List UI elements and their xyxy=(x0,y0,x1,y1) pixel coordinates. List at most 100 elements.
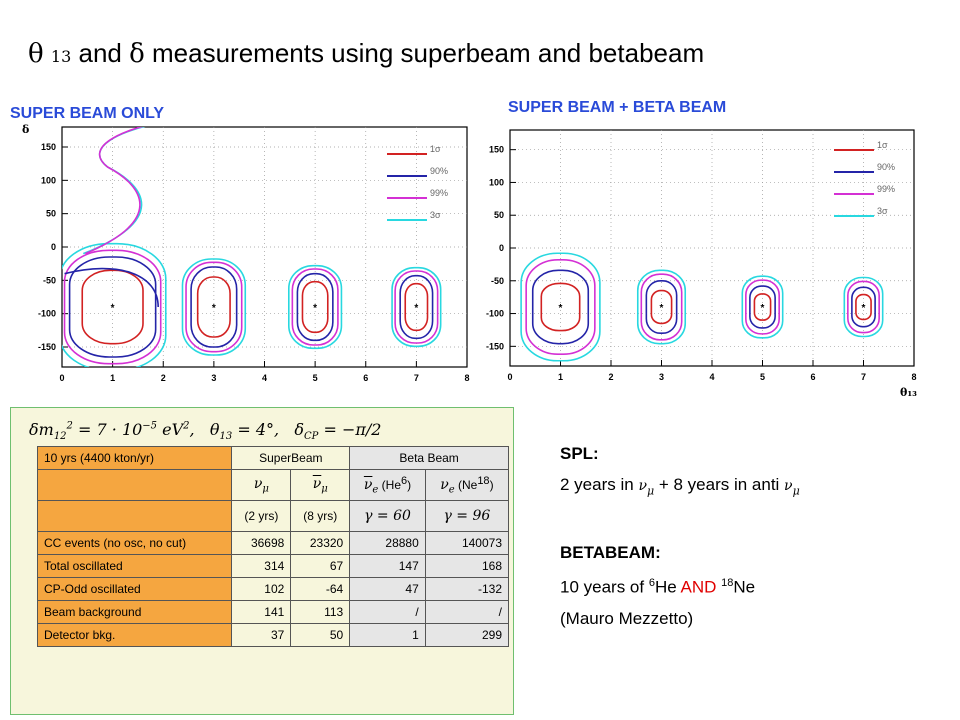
contour-1sigma xyxy=(404,282,429,332)
contour-90pct xyxy=(749,285,776,329)
contour-90pct xyxy=(851,286,876,328)
x-tick-label: 4 xyxy=(709,372,714,382)
row-label: Beam background xyxy=(36,600,233,624)
legend-label: 90% xyxy=(430,166,448,176)
x-tick-label: 0 xyxy=(59,373,64,383)
contour-1sigma xyxy=(196,276,231,338)
header-nubar-mu: νμ xyxy=(290,469,351,501)
true-value-marker: * xyxy=(313,303,317,314)
y-tick-label: -150 xyxy=(486,341,504,351)
contour-1sigma xyxy=(540,282,581,332)
y-tick-label: -100 xyxy=(486,309,504,319)
contour-3sigma xyxy=(62,242,167,367)
table-cell: 140073 xyxy=(424,531,510,555)
contour-90pct xyxy=(190,266,238,348)
table-cell: -132 xyxy=(424,577,510,601)
x-tick-label: 4 xyxy=(262,373,267,383)
table-cell: 102 xyxy=(231,577,292,601)
header-empty-2 xyxy=(36,500,233,532)
x-tick-label: 1 xyxy=(110,373,115,383)
slide-title: θ 13 and δ measurements using superbeam … xyxy=(28,38,704,69)
contour-3sigma xyxy=(636,269,687,345)
table-row: Total oscillated 314 67 147 168 xyxy=(36,554,510,578)
notes-panel: SPL: 2 years in νμ + 8 years in anti νμ … xyxy=(560,438,950,634)
spl-description: 2 years in νμ + 8 years in anti νμ xyxy=(560,475,800,498)
true-value-marker: * xyxy=(761,303,765,314)
y-tick-label: -150 xyxy=(38,342,56,352)
delta-symbol: δ xyxy=(129,39,145,69)
header-8yrs: (8 yrs) xyxy=(290,500,351,532)
table-cell: 28880 xyxy=(349,531,426,555)
legend-label: 1σ xyxy=(877,140,888,150)
y-tick-label: 100 xyxy=(489,177,504,187)
table-cell: 36698 xyxy=(231,531,292,555)
contour-99pct xyxy=(525,259,596,356)
y-tick-label: 150 xyxy=(489,145,504,155)
header-superbeam: SuperBeam xyxy=(231,446,351,470)
contour-3sigma xyxy=(843,276,884,338)
table-row: CP-Odd oscillated 102 -64 47 -132 xyxy=(36,577,510,601)
plot-super-beam-plus-beta-beam: SUPER BEAM + BETA BEAM 0 1 2 3 4 5 6 7 8 150 100 50 0… xyxy=(478,92,956,397)
table-cell: 50 xyxy=(290,623,351,647)
table-cell: 37 xyxy=(231,623,292,647)
table-cell: -64 xyxy=(290,577,351,601)
legend-label: 3σ xyxy=(430,210,441,220)
legend-label: 3σ xyxy=(877,206,888,216)
table-cell: 168 xyxy=(424,554,510,578)
contour-99pct xyxy=(745,279,780,335)
table-cell: 113 xyxy=(290,600,351,624)
theta-symbol: θ xyxy=(28,39,44,69)
row-label: Detector bkg. xyxy=(36,623,233,647)
x-tick-label: 8 xyxy=(464,373,469,383)
contour-1sigma xyxy=(81,269,144,345)
contour-99pct xyxy=(291,268,339,346)
y-tick-label: 100 xyxy=(41,175,56,185)
x-tick-label: 7 xyxy=(414,373,419,383)
contour-1sigma xyxy=(753,293,772,321)
x-axis-label: θ₁₃ xyxy=(900,386,917,397)
contour-band xyxy=(84,127,144,255)
y-tick-label: 50 xyxy=(494,210,504,220)
table-cell: / xyxy=(424,600,510,624)
y-tick-label: 0 xyxy=(51,242,56,252)
contour-3sigma xyxy=(181,258,247,356)
true-value-marker: * xyxy=(111,303,115,314)
x-tick-label: 3 xyxy=(211,373,216,383)
header-empty xyxy=(36,469,233,501)
contour-1sigma xyxy=(650,289,673,325)
event-rate-table: 10 yrs (4400 kton/yr) SuperBeam Beta Bea… xyxy=(36,446,510,647)
contour-group xyxy=(520,252,884,362)
legend-label: 1σ xyxy=(430,144,441,154)
true-value-marker: * xyxy=(660,303,664,314)
contour-99pct xyxy=(185,261,243,353)
y-axis-label: δ xyxy=(22,123,29,136)
contour-3sigma xyxy=(520,252,601,362)
parameter-line: δm122 = 7 · 10−5 eV2, θ13 = 4°, δCP = −π… xyxy=(29,420,382,443)
contour-group xyxy=(62,127,442,367)
chart-title: SUPER BEAM + BETA BEAM xyxy=(508,99,726,116)
table-cell: 147 xyxy=(349,554,426,578)
betabeam-description: 10 years of 6He AND 18Ne xyxy=(560,577,756,598)
row-label: Total oscillated xyxy=(36,554,233,578)
credit: (Mauro Mezzetto) xyxy=(560,609,694,629)
contour-90pct xyxy=(645,279,678,335)
x-tick-label: 6 xyxy=(810,372,815,382)
y-tick-label: 50 xyxy=(46,209,56,219)
header-betabeam: Beta Beam xyxy=(349,446,509,470)
x-tick-label: 1 xyxy=(558,372,563,382)
x-tick-label: 2 xyxy=(608,372,613,382)
contour-3sigma xyxy=(287,264,343,350)
title-rest: measurements using superbeam and betabea… xyxy=(152,38,705,68)
header-gamma-96: γ = 96 xyxy=(424,500,510,532)
header-nubar-e-he6: νe (He6) xyxy=(349,469,426,501)
plot-left-svg: SUPER BEAM ONLY 0 1 2 3 4 5 6 7 8 150 100 50 0 -50 -100… xyxy=(10,105,470,383)
row-label: CP-Odd oscillated xyxy=(36,577,233,601)
x-tick-label: 5 xyxy=(760,372,765,382)
true-value-marker: * xyxy=(414,303,418,314)
contour-90pct xyxy=(296,272,334,342)
header-nu-e-ne18: νe (Ne18) xyxy=(424,469,510,501)
contour-99pct xyxy=(847,280,880,334)
true-value-marker: * xyxy=(862,303,866,314)
header-2yrs: (2 yrs) xyxy=(231,500,292,532)
true-value-marker: * xyxy=(559,303,563,314)
